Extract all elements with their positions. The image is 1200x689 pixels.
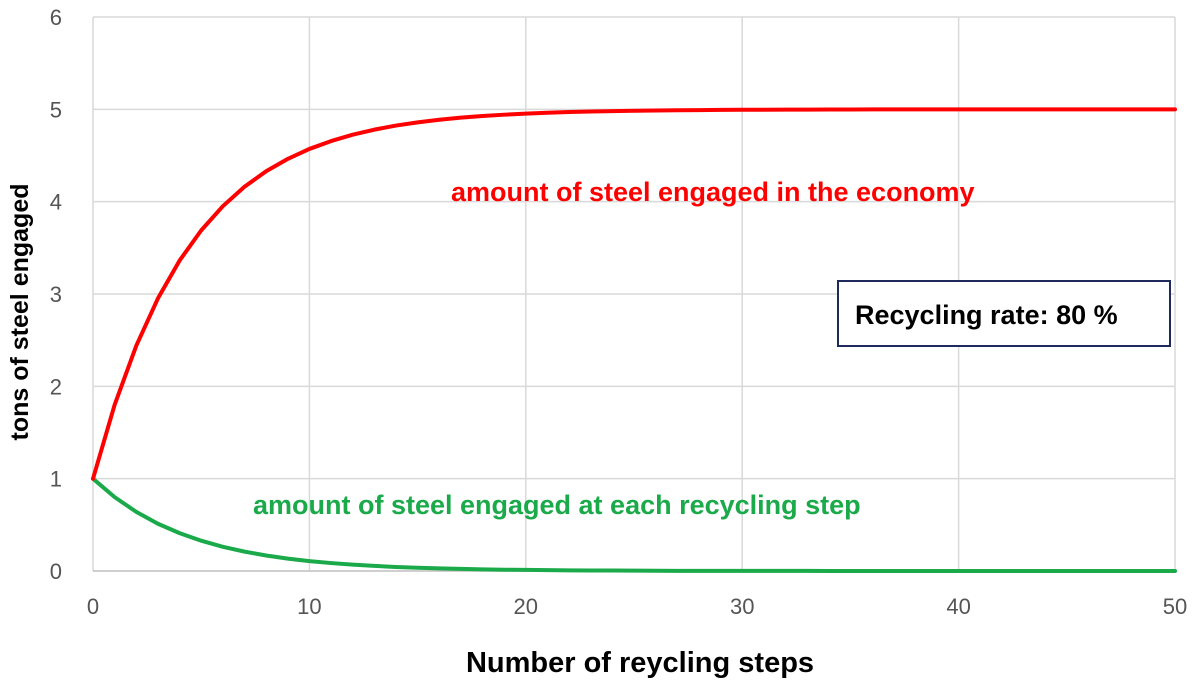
y-tick-label: 2: [50, 374, 62, 399]
y-tick-label: 5: [50, 97, 62, 122]
recycling-step-series-line: [91, 476, 1177, 573]
x-tick-label: 20: [514, 594, 538, 619]
y-tick-label: 3: [50, 282, 62, 307]
y-tick-labels: 0 1 2 3 4 5 6: [50, 5, 62, 584]
recycling-rate-box-border: [837, 280, 1171, 347]
x-tick-label: 10: [297, 594, 321, 619]
recycling-rate-box: Recycling rate: 80 %: [837, 280, 1171, 347]
y-tick-label: 4: [50, 190, 62, 215]
x-tick-label: 30: [730, 594, 754, 619]
x-tick-labels: 0 10 20 30 40 50: [87, 594, 1187, 619]
economy-series-line: [91, 107, 1177, 481]
x-tick-label: 50: [1163, 594, 1187, 619]
series-lines: [91, 107, 1177, 573]
x-tick-label: 40: [946, 594, 970, 619]
y-axis-label: tons of steel engaged: [6, 184, 34, 441]
y-tick-label: 1: [50, 467, 62, 492]
x-axis-label: Number of reycling steps: [466, 647, 814, 679]
x-tick-label: 0: [87, 594, 99, 619]
y-tick-label: 6: [50, 5, 62, 30]
y-tick-label: 0: [50, 559, 62, 584]
recycling-rate-label: Recycling rate: 80 %: [855, 300, 1118, 330]
economy-series-label: amount of steel engaged in the economy: [451, 177, 975, 207]
step-series-label: amount of steel engaged at each recyclin…: [253, 490, 861, 520]
